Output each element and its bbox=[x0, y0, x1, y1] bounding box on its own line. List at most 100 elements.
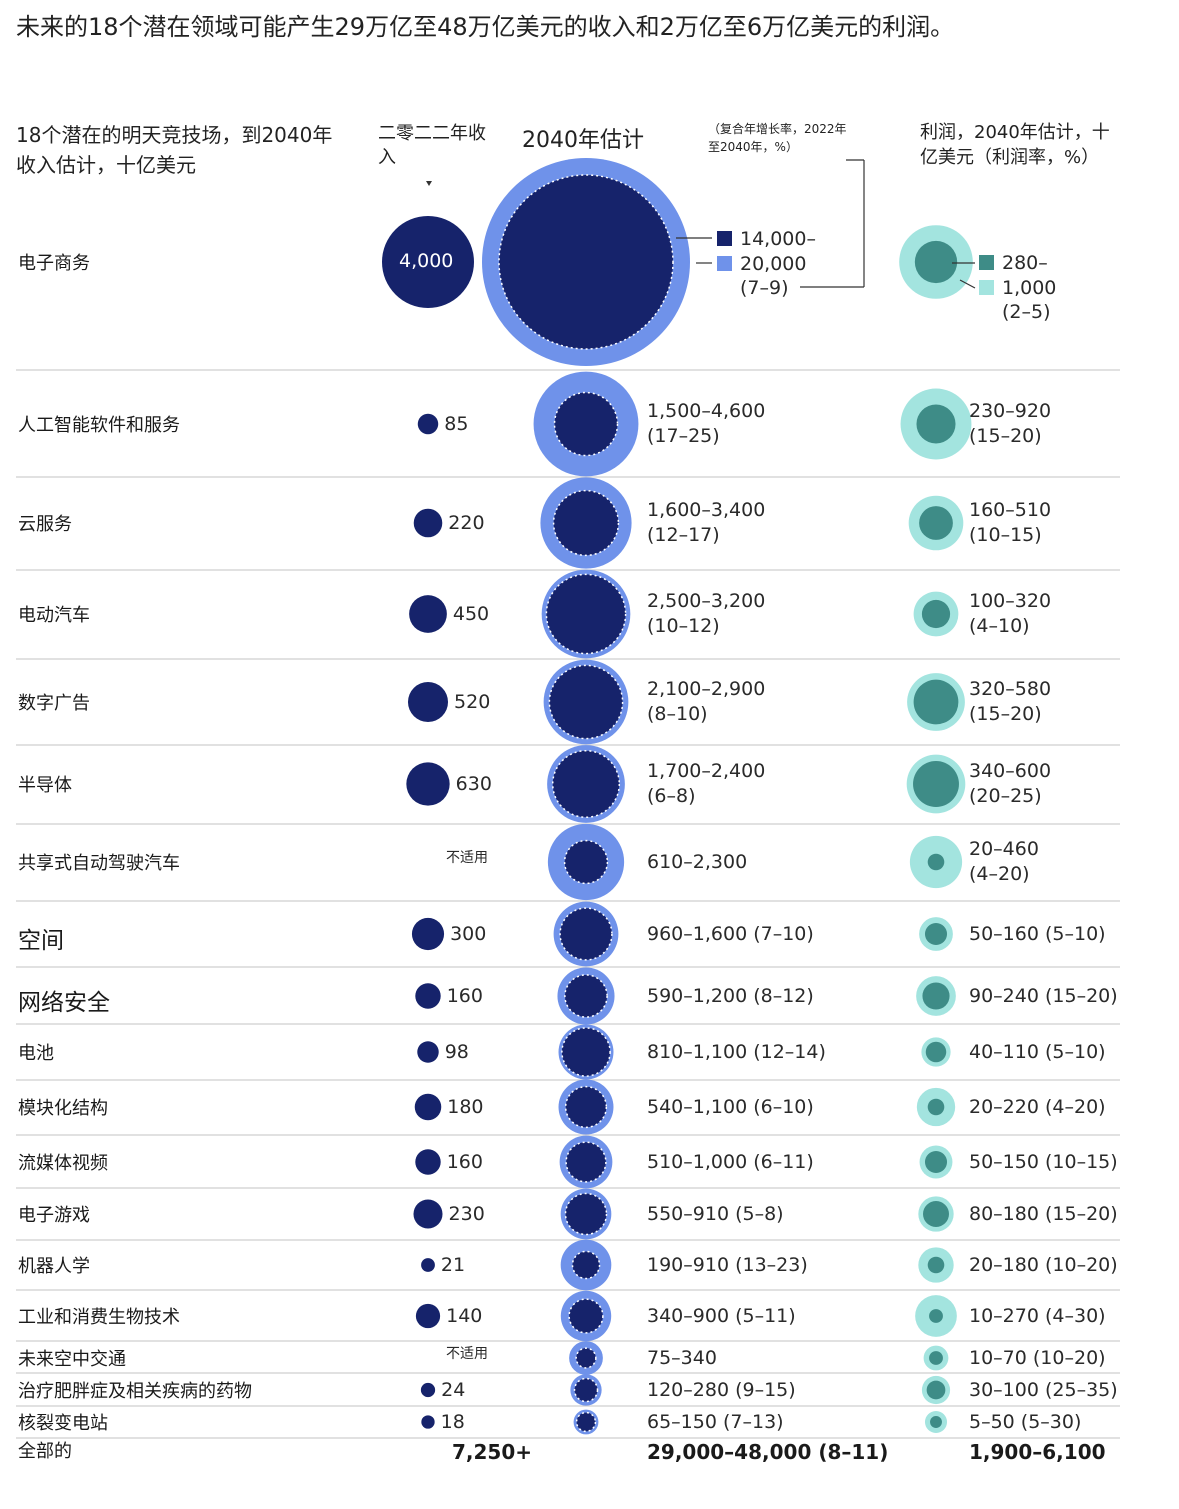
rev-2022-value: 630 bbox=[455, 773, 492, 795]
margin-value: (15–20) bbox=[969, 425, 1042, 447]
bubble-profit-low bbox=[930, 1416, 942, 1428]
profit-value: 230–920 bbox=[969, 400, 1052, 422]
rev-2040-value: 120–280 (9–15) bbox=[647, 1379, 796, 1401]
bubble-profit-low bbox=[921, 599, 951, 629]
connector-line bbox=[959, 279, 976, 289]
chart-title: 未来的18个潜在领域可能产生29万亿至48万亿美元的收入和2万亿至6万亿美元的利… bbox=[16, 13, 955, 41]
bubble-rev-2040-low bbox=[568, 1298, 604, 1334]
bubble-rev-2040-low bbox=[564, 974, 608, 1018]
rev-2022-value: 300 bbox=[450, 923, 487, 945]
bubble-profit-low bbox=[924, 1150, 948, 1174]
bubble-rev-2040-low bbox=[575, 1347, 597, 1369]
bubble-profit-low bbox=[926, 1380, 946, 1400]
legend-profit-high-swatch bbox=[979, 280, 994, 295]
bubble-rev-2022 bbox=[411, 917, 445, 951]
bubble-rev-2040-low bbox=[564, 1192, 608, 1236]
profit-value: 40–110 (5–10) bbox=[969, 1041, 1106, 1063]
row-label: 人工智能软件和服务 bbox=[18, 415, 180, 436]
margin-value: (2–5) bbox=[1002, 301, 1051, 323]
cagr-value: (8–10) bbox=[647, 703, 708, 725]
rev-2022-value: 180 bbox=[447, 1096, 484, 1118]
header-cagr: （复合年增长率，2022年至2040年，%） bbox=[708, 122, 847, 154]
bubble-rev-2022 bbox=[421, 1258, 435, 1272]
row-label: 未来空中交通 bbox=[18, 1349, 126, 1370]
profit-value: 50–160 (5–10) bbox=[969, 923, 1106, 945]
rev-2022-value: 220 bbox=[448, 512, 485, 534]
cagr-value: (6–8) bbox=[647, 785, 696, 807]
margin-value: (20–25) bbox=[969, 785, 1042, 807]
legend-high-swatch bbox=[717, 256, 732, 271]
margin-value: (4–20) bbox=[969, 863, 1030, 885]
bubble-rev-2022 bbox=[413, 1199, 443, 1229]
row-label: 核裂变电站 bbox=[18, 1413, 108, 1434]
profit-value: 280–1,000 bbox=[1002, 252, 1057, 299]
bubble-rev-2040-low bbox=[548, 664, 624, 740]
rev-2040-value: 590–1,200 (8–12) bbox=[647, 985, 814, 1007]
profit-value: 340–600 bbox=[969, 760, 1052, 782]
rev-2040-value: 14,000–20,000 bbox=[740, 228, 816, 275]
profit-value: 5–50 (5–30) bbox=[969, 1411, 1082, 1433]
profit-value: 100–320 bbox=[969, 590, 1052, 612]
rev-2040-value: 2,100–2,900 bbox=[647, 678, 766, 700]
bubble-profit-low bbox=[913, 761, 959, 807]
rev-2022-value: 140 bbox=[446, 1305, 483, 1327]
rev-2022-value: 160 bbox=[446, 1151, 483, 1173]
bubble-rev-2040-low bbox=[565, 1141, 607, 1183]
bubble-profit-low bbox=[929, 1309, 943, 1323]
bubble-profit-low bbox=[927, 853, 945, 871]
bubble-rev-2022 bbox=[413, 508, 443, 538]
profit-value: 20–220 (4–20) bbox=[969, 1096, 1106, 1118]
header-revenue-2040: 2040年估计 bbox=[522, 128, 644, 153]
bubble-rev-2022 bbox=[415, 1149, 441, 1175]
total-profit: 1,900–6,100 bbox=[969, 1440, 1106, 1464]
bubble-profit-low bbox=[929, 1351, 943, 1365]
bubble-rev-2040-low bbox=[573, 1377, 599, 1403]
row-label: 流媒体视频 bbox=[18, 1153, 108, 1174]
row-label: 工业和消费生物技术 bbox=[18, 1307, 180, 1328]
rev-2022-value: 不适用 bbox=[446, 850, 488, 866]
bubble-rev-2040-low bbox=[575, 1411, 597, 1433]
rev-2022-value: 160 bbox=[446, 985, 483, 1007]
rev-2040-value: 2,500–3,200 bbox=[647, 590, 766, 612]
rev-2040-value: 510–1,000 (6–11) bbox=[647, 1151, 814, 1173]
bubble-rev-2022 bbox=[417, 413, 439, 435]
legend-profit-low-swatch bbox=[979, 255, 994, 270]
bubble-rev-2022 bbox=[415, 1303, 441, 1329]
header-profit: 利润，2040年估计，十亿美元（利润率，%） bbox=[920, 122, 1110, 168]
rev-2022-value: 21 bbox=[440, 1254, 466, 1276]
rev-2022-value: 不适用 bbox=[446, 1346, 488, 1362]
row-label: 共享式自动驾驶汽车 bbox=[18, 853, 180, 874]
cagr-value: (10–12) bbox=[647, 615, 720, 637]
row-label: 电池 bbox=[18, 1043, 54, 1064]
cagr-value: (7–9) bbox=[740, 277, 789, 299]
profit-value: 20–180 (10–20) bbox=[969, 1254, 1118, 1276]
profit-value: 10–70 (10–20) bbox=[969, 1347, 1106, 1369]
rev-2022-value: 4,000 bbox=[399, 250, 454, 272]
bubble-profit-low bbox=[914, 240, 958, 284]
rev-2040-value: 1,700–2,400 bbox=[647, 760, 766, 782]
header-arena: 18个潜在的明天竞技场，到2040年收入估计，十亿美元 bbox=[16, 123, 333, 177]
bubble-rev-2040-low bbox=[564, 1085, 608, 1129]
row-label: 云服务 bbox=[18, 514, 72, 535]
rev-2022-value: 24 bbox=[441, 1379, 466, 1401]
row-label: 治疗肥胖症及相关疾病的药物 bbox=[18, 1381, 252, 1402]
profit-value: 320–580 bbox=[969, 678, 1052, 700]
bubble-rev-2022 bbox=[417, 1041, 439, 1063]
profit-value: 90–240 (15–20) bbox=[969, 985, 1118, 1007]
cagr-value: (12–17) bbox=[647, 524, 720, 546]
profit-value: 20–460 bbox=[969, 838, 1039, 860]
total-rev-2040: 29,000–48,000 (8–11) bbox=[647, 1440, 889, 1464]
bubble-profit-low bbox=[922, 982, 950, 1010]
row-label: 网络安全 bbox=[18, 990, 110, 1016]
header-pointer bbox=[426, 181, 432, 186]
profit-value: 80–180 (15–20) bbox=[969, 1203, 1118, 1225]
profit-value: 50–150 (10–15) bbox=[969, 1151, 1118, 1173]
rev-2040-value: 610–2,300 bbox=[647, 851, 748, 873]
row-label: 电动汽车 bbox=[18, 605, 90, 626]
rev-2022-value: 18 bbox=[440, 1411, 465, 1433]
rev-2040-value: 960–1,600 (7–10) bbox=[647, 923, 814, 945]
rev-2040-value: 810–1,100 (12–14) bbox=[647, 1041, 826, 1063]
profit-value: 30–100 (25–35) bbox=[969, 1379, 1118, 1401]
bubble-rev-2022 bbox=[407, 681, 449, 723]
rev-2022-value: 450 bbox=[452, 603, 490, 625]
